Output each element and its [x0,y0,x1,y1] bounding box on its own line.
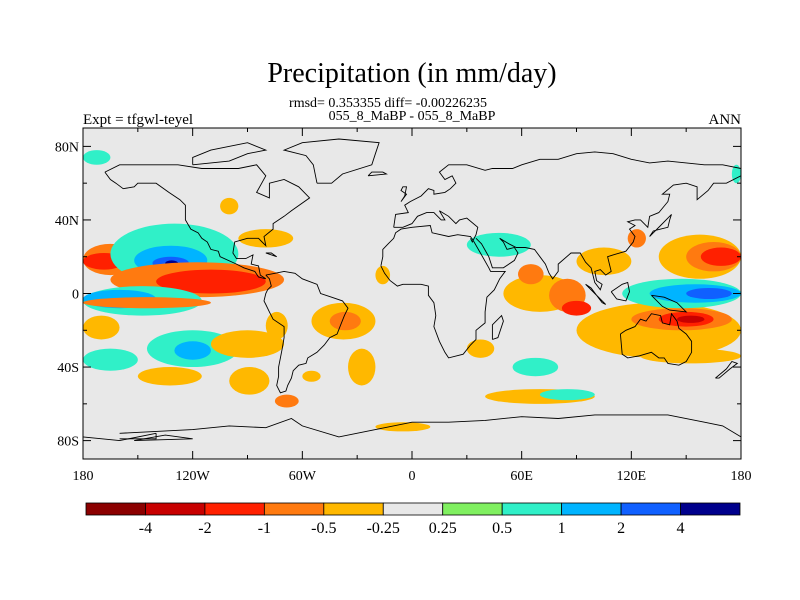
colorbar-label-6: 0.5 [492,520,512,537]
anomaly-region-13 [174,341,211,360]
x-tick-label-1: 120W [176,469,211,484]
coastline-16 [715,360,739,379]
colorbar-label-5: 0.25 [429,520,457,537]
anomaly-region-18 [329,311,361,331]
anomaly-region-35 [686,287,732,300]
colorbar-swatch-6 [442,502,503,516]
colorbar-label-2: -1 [258,520,271,537]
anomaly-region-23 [375,265,391,285]
colorbar-label-3: -0.5 [311,520,336,537]
anomaly-region-50 [375,422,431,432]
coastline-19 [265,252,277,258]
x-tick-label-0: 180 [73,469,94,484]
chart-title: Precipitation (in mm/day) [267,58,556,89]
colorbar-swatch-1 [145,502,206,516]
anomaly-region-40 [576,247,632,276]
y-tick-label-3: 40S [57,361,79,376]
anomaly-region-22 [238,229,294,248]
anomaly-region-10 [83,297,211,309]
coastline-11 [282,138,380,184]
anomaly-region-24 [466,339,495,358]
coastline-8 [610,281,630,302]
colorbar-label-8: 2 [617,520,625,537]
coastline-21 [134,434,193,442]
coastline-17 [119,414,741,438]
anomaly-region-11 [83,315,120,340]
coastline-7 [585,283,607,305]
colorbar-label-9: 4 [677,520,685,537]
anomaly-region-39 [627,229,646,248]
coastline-4 [393,210,479,244]
coastline-14 [400,186,408,202]
anomaly-region-45 [466,232,531,257]
stats-line: rmsd= 0.353355 diff= -0.00226235 [289,96,487,111]
y-tick-label-0: 80N [55,140,79,155]
coastline-9 [651,294,688,313]
season-label: ANN [709,112,742,128]
anomaly-region-16 [274,394,299,408]
y-tick-label-1: 40N [55,214,79,229]
colorbar-label-7: 1 [558,520,566,537]
x-tick-label-4: 60E [510,469,533,484]
anomaly-region-43 [539,389,595,401]
colorbar-swatch-0 [85,502,146,516]
colorbar-label-1: -2 [198,520,211,537]
coastline-5 [475,175,741,291]
coastline-0 [104,164,311,280]
coastline-6 [619,312,693,366]
coastline-13 [491,314,504,340]
colorbar-swatch-7 [501,502,563,516]
experiment-label: Expt = tfgwl-teyel [83,112,193,128]
y-tick-label-4: 80S [57,435,79,450]
colorbar-swatch-4 [323,502,384,516]
colorbar-swatch-3 [263,502,325,516]
anomaly-region-46 [83,150,111,165]
x-tick-label-6: 180 [731,469,752,484]
colorbar: -4 -2 -1 -0.5 -0.25 0.25 0.5 1 2 4 [85,502,741,537]
colorbar-swatch-5 [382,502,444,516]
coastline-3 [393,151,741,228]
colorbar-swatch-2 [204,502,265,516]
x-tick-label-3: 0 [409,469,416,484]
axis-layer: 180 120W 60W 0 60E 120E 180 80N 40N 0 40S 80S [55,128,752,484]
colorbar-label-0: -4 [139,520,152,537]
colorbar-swatch-8 [561,502,622,516]
chart-subtitle: 055_8_MaBP - 055_8_MaBP [329,109,496,124]
anomaly-layer [83,150,741,432]
anomaly-region-47 [83,348,138,371]
colorbar-label-4: -0.25 [367,520,400,537]
coastline-1 [263,270,349,394]
coastline-12 [192,142,268,166]
y-tick-label-2: 0 [72,288,79,303]
anomaly-region-7 [156,269,266,294]
coastline-20 [119,433,157,440]
anomaly-region-48 [731,164,741,184]
colorbar-swatch-9 [620,502,681,516]
colorbar-swatch-10 [680,502,741,516]
anomaly-region-51 [302,370,321,382]
anomaly-region-26 [518,264,544,285]
anomaly-region-49 [137,367,202,386]
anomaly-region-44 [512,357,559,377]
anomaly-region-32 [677,315,705,323]
anomaly-region-28 [561,300,592,316]
x-tick-label-5: 120E [617,469,647,484]
coastline-18 [83,432,157,442]
anomaly-region-14 [210,330,285,358]
anomaly-region-41 [640,348,741,364]
anomaly-region-15 [229,367,270,395]
anomaly-region-19 [265,311,288,340]
anomaly-region-21 [220,197,239,215]
anomaly-region-20 [348,348,376,386]
x-tick-label-2: 60W [289,469,317,484]
anomaly-region-38 [700,247,741,266]
coastline-layer [83,138,741,442]
coastline-2 [380,225,507,359]
coastline-15 [367,171,388,177]
coastline-10 [649,214,672,237]
